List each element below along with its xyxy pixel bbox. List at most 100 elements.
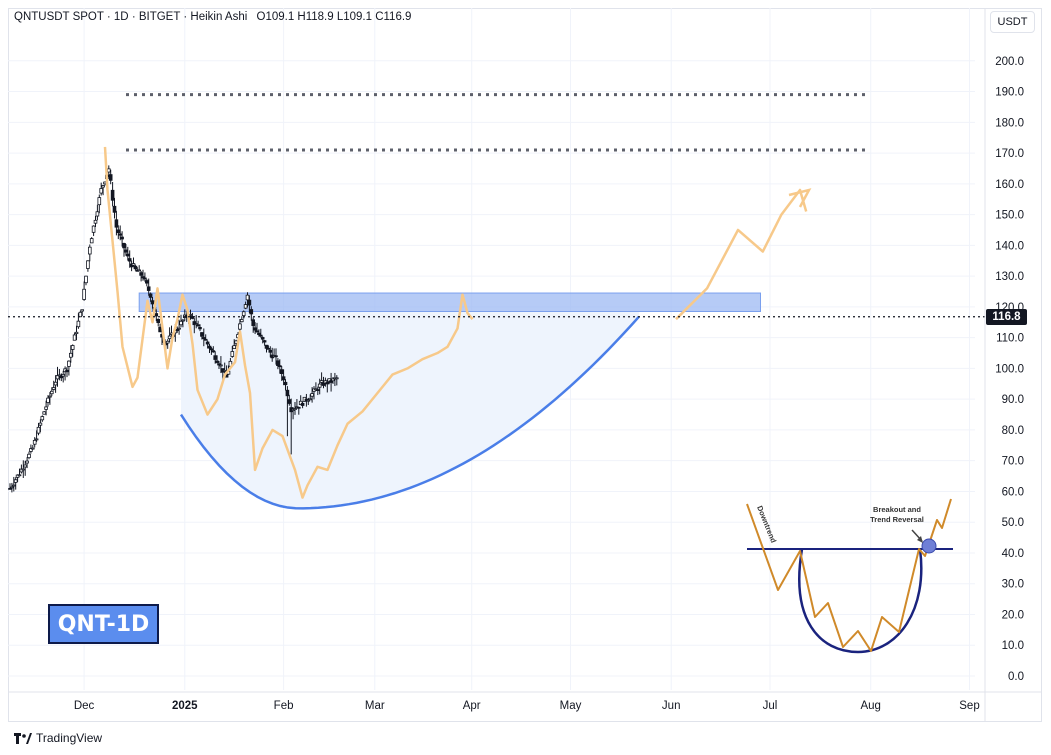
- y-tick-label: 40.0: [1002, 548, 1024, 560]
- x-tick-label: 2025: [172, 700, 198, 712]
- candle-body: [207, 345, 212, 349]
- currency-button[interactable]: USDT: [990, 11, 1035, 33]
- inset-price-path: [746, 498, 952, 652]
- candle-body: [32, 439, 37, 445]
- candle-body: [154, 313, 159, 317]
- x-tick-label: Jun: [662, 700, 681, 712]
- y-tick-label: 80.0: [1002, 425, 1024, 437]
- candle-body: [148, 293, 153, 298]
- candle-body: [201, 337, 206, 340]
- candle-body: [310, 393, 314, 397]
- candle-body: [17, 474, 22, 477]
- candle-body: [308, 398, 312, 401]
- breakout-arrow-head: [917, 536, 923, 543]
- header-sep-3: ·: [183, 11, 191, 23]
- y-tick-label: 130.0: [995, 271, 1024, 283]
- candle-body: [114, 219, 119, 228]
- candle-body: [95, 211, 100, 217]
- exchange-label: BITGET: [138, 11, 181, 23]
- chart-frame: [8, 8, 1042, 722]
- candle-body: [131, 263, 136, 266]
- candle-body: [219, 364, 223, 367]
- candle-body: [25, 460, 29, 464]
- y-tick-label: 70.0: [1002, 456, 1024, 468]
- candle-body: [30, 447, 35, 450]
- y-tick-label: 30.0: [1002, 579, 1024, 591]
- projection-path: [103, 146, 474, 499]
- qnt-badge: QNT-1D: [48, 604, 159, 644]
- projection-future: [675, 188, 808, 321]
- candle-body: [88, 246, 92, 255]
- candle-body: [247, 299, 252, 306]
- symbol-label[interactable]: QNTUSDT SPOT: [14, 11, 104, 23]
- candle-body: [21, 468, 26, 471]
- candle-body: [283, 381, 288, 386]
- candle-body: [40, 416, 45, 421]
- y-tick-label: 50.0: [1002, 517, 1024, 529]
- candle-body: [257, 332, 261, 335]
- timeframe-label[interactable]: 1D: [113, 11, 129, 23]
- candle-body: [10, 486, 14, 489]
- x-tick-label: May: [560, 700, 582, 712]
- candle-body: [293, 408, 297, 411]
- footer[interactable]: TradingView: [14, 731, 102, 745]
- x-tick-label: Dec: [74, 700, 95, 712]
- candle-body: [179, 320, 183, 326]
- y-tick-label: 150.0: [995, 210, 1024, 222]
- candle-body: [46, 397, 50, 403]
- candle-body: [108, 174, 113, 181]
- cup-curve-line: [179, 315, 640, 510]
- candle-body: [144, 280, 149, 284]
- candle-body: [48, 395, 52, 398]
- candle-body: [50, 390, 54, 395]
- candle-body: [266, 347, 271, 350]
- candle-body: [175, 329, 180, 332]
- candle-body: [158, 326, 162, 333]
- candle-body: [255, 330, 259, 333]
- candle-body: [198, 327, 202, 330]
- candle-body: [133, 265, 138, 270]
- y-tick-label: 200.0: [995, 56, 1024, 68]
- candle-body: [190, 316, 195, 319]
- candle-body: [209, 348, 214, 351]
- candle-body: [327, 378, 331, 382]
- candle-body: [287, 399, 292, 404]
- candle-body: [298, 400, 303, 405]
- candle-body: [150, 300, 155, 305]
- candle-body: [8, 487, 12, 490]
- candle-body: [42, 411, 46, 415]
- candle-body: [245, 294, 250, 301]
- candle-body: [51, 387, 56, 390]
- candle-body: [34, 438, 39, 441]
- y-tick-label: 100.0: [995, 363, 1024, 375]
- current-price-tag: 116.8: [986, 309, 1027, 325]
- candle-body: [239, 319, 244, 323]
- candle-body: [285, 389, 290, 397]
- candle-body: [181, 319, 185, 322]
- y-tick-label: 60.0: [1002, 486, 1024, 498]
- candle-body: [306, 399, 311, 402]
- tradingview-logo-icon: [14, 732, 32, 744]
- tradingview-brand: TradingView: [36, 731, 103, 745]
- candle-body: [264, 344, 269, 349]
- candle-body: [156, 318, 161, 324]
- x-tick-label: Feb: [274, 700, 294, 712]
- x-tick-label: Mar: [365, 700, 385, 712]
- candle-body: [91, 225, 96, 233]
- candle-body: [241, 311, 246, 317]
- breakout-label-line2: Trend Reversal: [870, 515, 924, 524]
- candle-body: [126, 253, 130, 257]
- candle-body: [76, 320, 81, 328]
- candle-body: [57, 374, 62, 377]
- candle-body: [165, 340, 170, 344]
- candle-body: [86, 260, 90, 269]
- ohlc-readout: O109.1 H118.9 L109.1 C116.9: [256, 11, 412, 23]
- candle-body: [70, 345, 75, 350]
- y-tick-label: 140.0: [995, 240, 1024, 252]
- candle-body: [319, 380, 324, 383]
- candle-body: [110, 189, 115, 201]
- y-tick-label: 190.0: [995, 87, 1024, 99]
- candle-body: [205, 341, 210, 345]
